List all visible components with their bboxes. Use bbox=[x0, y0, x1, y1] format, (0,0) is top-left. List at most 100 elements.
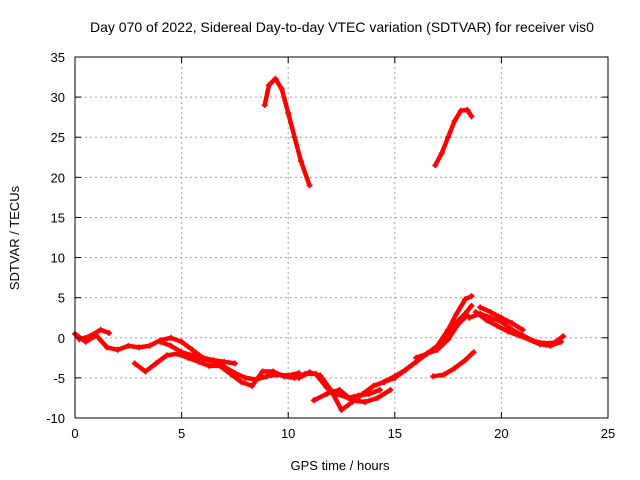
data-point bbox=[504, 328, 511, 335]
data-point bbox=[515, 332, 522, 339]
data-point bbox=[462, 357, 469, 364]
series-track-i bbox=[381, 293, 474, 385]
y-tick-label: 25 bbox=[51, 130, 65, 145]
data-point bbox=[253, 376, 260, 383]
data-point bbox=[445, 336, 452, 343]
data-point bbox=[178, 338, 185, 345]
data-point bbox=[338, 407, 345, 413]
series-track-k bbox=[430, 349, 476, 379]
y-tick-label: 20 bbox=[51, 170, 65, 185]
data-point bbox=[285, 110, 292, 117]
data-point bbox=[97, 326, 104, 333]
data-point bbox=[470, 349, 477, 356]
data-point bbox=[457, 107, 464, 114]
data-point bbox=[526, 336, 533, 343]
data-point bbox=[231, 370, 238, 377]
data-point bbox=[434, 346, 441, 353]
data-point bbox=[125, 342, 132, 349]
grid-lines bbox=[75, 57, 608, 418]
data-point bbox=[221, 363, 228, 370]
data-point bbox=[317, 372, 324, 379]
data-point bbox=[142, 368, 149, 375]
data-point bbox=[272, 75, 279, 82]
data-point bbox=[374, 394, 381, 401]
data-point bbox=[163, 352, 170, 359]
data-point bbox=[402, 366, 409, 373]
data-point bbox=[306, 369, 313, 376]
data-point bbox=[387, 386, 394, 393]
data-point bbox=[498, 314, 505, 321]
data-point bbox=[298, 158, 304, 165]
data-point bbox=[455, 320, 462, 327]
data-point bbox=[306, 182, 313, 189]
data-point bbox=[487, 309, 494, 316]
data-point bbox=[451, 118, 458, 125]
data-point bbox=[178, 349, 185, 356]
data-point bbox=[391, 373, 398, 380]
data-point bbox=[106, 330, 113, 336]
x-tick-label: 20 bbox=[494, 426, 508, 441]
y-tick-label: 0 bbox=[58, 331, 65, 346]
data-point bbox=[468, 293, 475, 300]
chart-title: Day 070 of 2022, Sidereal Day-to-day VTE… bbox=[90, 19, 594, 35]
data-point bbox=[323, 390, 330, 397]
y-tick-label: 15 bbox=[51, 210, 65, 225]
x-tick-label: 5 bbox=[178, 426, 185, 441]
data-point bbox=[438, 150, 445, 157]
data-point bbox=[547, 342, 554, 349]
data-point bbox=[494, 322, 501, 329]
data-point bbox=[157, 338, 164, 345]
data-point bbox=[167, 342, 174, 349]
data-point bbox=[231, 360, 238, 367]
data-point bbox=[381, 378, 388, 385]
data-point bbox=[189, 346, 196, 353]
data-point bbox=[86, 333, 93, 340]
data-point bbox=[114, 346, 121, 353]
data-point bbox=[206, 362, 213, 369]
y-tick-label: -5 bbox=[53, 371, 65, 386]
data-point bbox=[487, 314, 494, 321]
data-point bbox=[472, 309, 479, 316]
y-tick-label: -10 bbox=[46, 411, 65, 426]
data-point bbox=[310, 397, 317, 404]
data-point bbox=[153, 360, 159, 367]
data-point bbox=[249, 382, 255, 389]
x-tick-label: 25 bbox=[601, 426, 615, 441]
y-axis-label: SDTVAR / TECUs bbox=[7, 185, 22, 290]
series-track-a bbox=[262, 76, 312, 188]
data-point bbox=[445, 134, 452, 141]
series-track-d bbox=[77, 327, 112, 342]
data-point bbox=[167, 334, 174, 341]
data-point bbox=[261, 102, 268, 109]
data-point bbox=[430, 373, 437, 380]
x-tick-label: 15 bbox=[388, 426, 402, 441]
data-point bbox=[560, 333, 567, 340]
y-tick-label: 5 bbox=[58, 291, 65, 306]
data-point bbox=[440, 371, 447, 378]
data-point bbox=[359, 390, 366, 397]
data-point bbox=[477, 304, 484, 311]
data-point bbox=[136, 344, 142, 351]
x-tick-label: 0 bbox=[71, 426, 78, 441]
data-point bbox=[509, 320, 516, 327]
data-point bbox=[285, 372, 292, 379]
x-axis-label: GPS time / hours bbox=[291, 458, 390, 473]
data-point bbox=[466, 314, 473, 321]
data-point bbox=[295, 374, 302, 381]
data-point bbox=[195, 358, 202, 365]
data-point bbox=[462, 296, 469, 303]
data-point bbox=[199, 355, 206, 362]
data-point bbox=[370, 382, 377, 389]
data-point bbox=[189, 352, 196, 359]
data-point bbox=[278, 86, 285, 93]
data-point bbox=[468, 302, 475, 309]
data-point bbox=[423, 350, 430, 357]
data-point bbox=[519, 326, 526, 333]
data-point bbox=[536, 341, 543, 348]
data-point bbox=[468, 113, 475, 120]
y-tick-label: 30 bbox=[51, 90, 65, 105]
y-tick-label: 10 bbox=[51, 251, 65, 266]
data-point bbox=[131, 360, 138, 367]
data-point bbox=[349, 397, 356, 404]
data-point bbox=[445, 326, 452, 333]
